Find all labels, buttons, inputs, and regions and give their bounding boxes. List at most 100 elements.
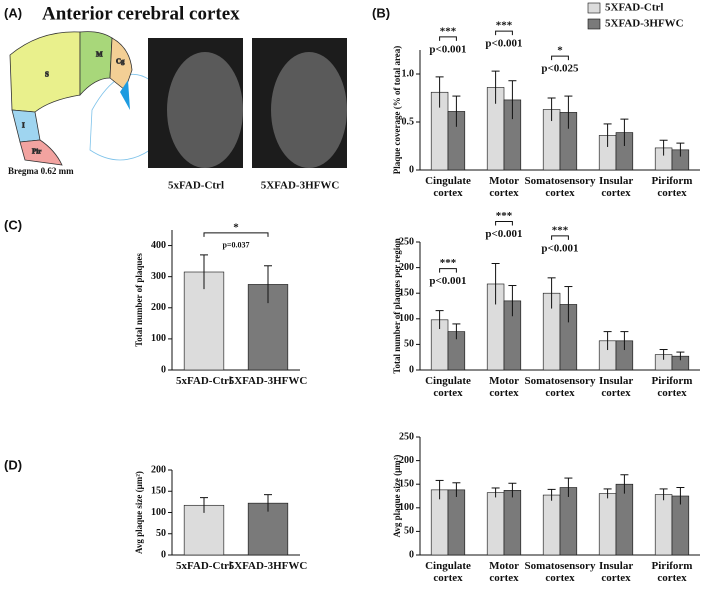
y-axis-label: Avg plaque size (μm²)	[392, 455, 402, 538]
x-tick-label: Motor cortex	[489, 560, 520, 584]
x-tick-label: 5xFAD-Ctrl	[176, 560, 232, 572]
region-label: M	[96, 51, 103, 59]
brain-diagram: M Cg S I Pir	[9, 31, 151, 166]
x-tick-label: Motor cortex	[489, 375, 520, 399]
significance-text: p=0.037	[222, 241, 249, 250]
bar	[247, 502, 289, 556]
bar	[503, 490, 522, 556]
significance-text: p<0.001	[485, 38, 522, 50]
ventricle	[120, 80, 130, 110]
x-tick-label: Insular cortex	[598, 560, 634, 584]
legend-swatch	[587, 18, 601, 30]
x-tick-label: Insular cortex	[598, 375, 634, 399]
y-tick-label: 250	[399, 431, 414, 442]
y-tick-label: 200	[399, 262, 414, 273]
image-caption: 5xFAD-Ctrl	[168, 180, 224, 192]
panel-label: (A)	[4, 5, 22, 20]
diagram-caption: Bregma 0.62 mm	[8, 166, 74, 176]
significance-bracket	[495, 30, 513, 36]
x-tick-label: 5XFAD-3HFWC	[228, 375, 308, 387]
significance-text: p<0.001	[485, 228, 522, 240]
tissue	[167, 52, 243, 168]
x-tick-label: Somatosensory cortex	[524, 560, 596, 584]
region-m	[79, 31, 113, 97]
region-label: Pir	[32, 148, 41, 156]
panel-label: (D)	[4, 457, 22, 472]
y-tick-label: 250	[399, 236, 414, 247]
x-tick-label: Cingulate cortex	[425, 375, 471, 399]
y-tick-label: 300	[151, 271, 166, 282]
y-tick-label: 0	[409, 364, 414, 375]
panel-label: (C)	[4, 217, 22, 232]
significance-stars: *	[557, 45, 563, 57]
significance-text: p<0.001	[541, 242, 578, 254]
region-label: I	[22, 122, 25, 130]
region-label: S	[45, 71, 49, 79]
bar	[486, 492, 505, 556]
bar	[598, 493, 617, 556]
image-caption: 5XFAD-3HFWC	[261, 180, 340, 192]
significance-text: p<0.025	[541, 63, 579, 75]
x-tick-label: Piriform cortex	[651, 560, 693, 584]
y-tick-label: 200	[399, 455, 414, 466]
significance-bracket	[495, 221, 513, 226]
y-axis-label: Total number of plaques	[134, 253, 144, 347]
y-axis-label: Avg plaque size (μm²)	[134, 471, 144, 554]
region-label: Cg	[116, 58, 125, 66]
y-tick-label: 200	[151, 302, 166, 313]
y-tick-label: 100	[151, 507, 166, 518]
y-tick-label: 150	[151, 486, 166, 497]
y-tick-label: 50	[156, 528, 166, 539]
y-tick-label: 0	[161, 549, 166, 560]
significance-stars: *	[233, 221, 239, 233]
significance-bracket	[551, 55, 569, 61]
bar	[559, 487, 578, 556]
x-tick-label: Piriform cortex	[651, 375, 693, 399]
significance-text: p<0.001	[429, 43, 466, 55]
significance-stars: ***	[552, 224, 569, 236]
legend-swatch	[587, 2, 601, 14]
x-tick-label: Somatosensory cortex	[524, 375, 596, 399]
legend-label: 5XFAD-3HFWC	[605, 18, 684, 30]
panel-label: (B)	[372, 5, 390, 20]
significance-bracket	[203, 232, 269, 237]
region-i	[11, 109, 41, 143]
significance-bracket	[439, 268, 457, 273]
y-axis-label: Plaque coverage (% of total area)	[392, 46, 402, 175]
y-tick-label: 1.0	[402, 68, 415, 79]
bar	[183, 504, 225, 556]
significance-stars: ***	[496, 210, 513, 222]
significance-stars: ***	[440, 25, 457, 37]
x-tick-label: Somatosensory cortex	[524, 175, 596, 199]
y-tick-label: 0	[409, 164, 414, 175]
x-tick-label: Piriform cortex	[651, 175, 693, 199]
y-tick-label: 50	[404, 526, 414, 537]
y-tick-label: 150	[399, 478, 414, 489]
x-tick-label: Motor cortex	[489, 175, 520, 199]
y-tick-label: 100	[399, 502, 414, 513]
region-pir	[19, 139, 63, 166]
figure-title: Anterior cerebral cortex	[42, 3, 240, 24]
x-tick-label: Cingulate cortex	[425, 560, 471, 584]
y-tick-label: 100	[399, 313, 414, 324]
y-tick-label: 100	[151, 333, 166, 344]
y-tick-label: 400	[151, 240, 166, 251]
significance-stars: ***	[496, 20, 513, 32]
bar	[615, 483, 634, 556]
bar	[447, 489, 466, 556]
y-tick-label: 0	[161, 364, 166, 375]
x-tick-label: Insular cortex	[598, 175, 634, 199]
significance-stars: ***	[440, 257, 457, 269]
y-tick-label: 0.5	[402, 116, 415, 127]
y-axis-label: Total number of plaques per region	[392, 238, 402, 373]
bar	[430, 489, 449, 556]
bar	[654, 494, 673, 556]
y-tick-label: 200	[151, 464, 166, 475]
y-tick-label: 150	[399, 287, 414, 298]
tissue	[271, 52, 347, 168]
y-tick-label: 0	[409, 549, 414, 560]
y-tick-label: 50	[404, 339, 414, 350]
significance-text: p<0.001	[429, 275, 466, 287]
